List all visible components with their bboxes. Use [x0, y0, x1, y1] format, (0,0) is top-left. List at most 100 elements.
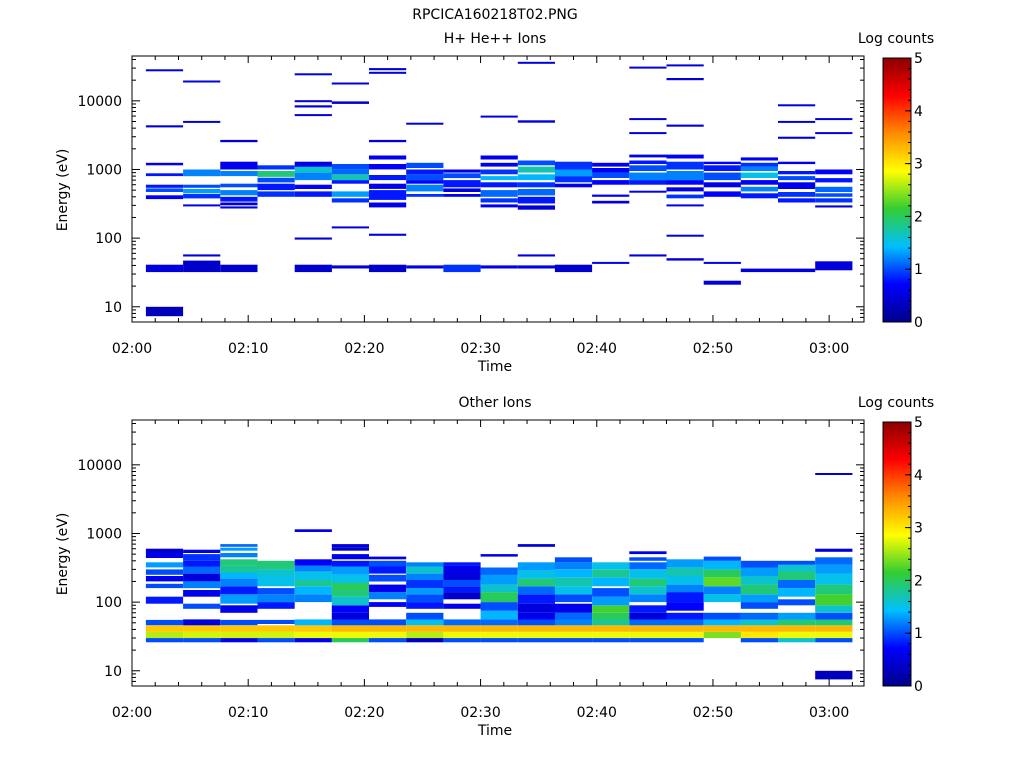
heatmap-cell: [815, 198, 853, 203]
heatmap-cell: [443, 631, 481, 639]
heatmap-cell: [592, 605, 630, 613]
heatmap-cell: [443, 603, 481, 609]
heatmap-cell: [666, 612, 704, 620]
heatmap-cell: [145, 562, 184, 568]
heatmap-cell: [740, 180, 778, 185]
heatmap-cell: [778, 104, 816, 107]
heatmap-cell: [406, 194, 444, 197]
heatmap-cell: [331, 583, 369, 590]
heatmap-cell: [703, 556, 741, 561]
heatmap-cell: [815, 169, 853, 175]
heatmap-cell: [480, 182, 518, 188]
heatmap-cell: [703, 261, 741, 264]
heatmap-cell: [294, 529, 332, 532]
heatmap-cell: [703, 594, 741, 603]
heatmap-cell: [220, 565, 258, 573]
heatmap-cell: [778, 198, 816, 203]
heatmap-cell: [517, 638, 555, 643]
heatmap-cell: [145, 184, 184, 188]
heatmap-cell: [220, 161, 258, 170]
heatmap-cell: [183, 573, 221, 582]
heatmap-cell: [592, 162, 630, 167]
heatmap-cell: [666, 638, 704, 643]
heatmap-cell: [629, 132, 667, 135]
colorbar-tick-label: 5: [914, 415, 923, 431]
heatmap-cell: [629, 254, 667, 257]
heatmap-cell: [183, 80, 221, 83]
heatmap-cell: [554, 264, 593, 273]
heatmap-cell: [592, 180, 630, 185]
x-tick-label: 02:20: [344, 705, 384, 721]
heatmap-cell: [517, 619, 555, 626]
heatmap-cell: [480, 592, 518, 603]
heatmap-cell: [815, 625, 853, 632]
y-tick-label: 10: [104, 664, 122, 680]
heatmap-cell: [740, 193, 778, 199]
heatmap-cell: [815, 193, 853, 197]
heatmap-cell: [629, 638, 667, 643]
heatmap-cell: [145, 306, 184, 317]
heatmap-cell: [294, 73, 332, 76]
heatmap-cell: [406, 174, 444, 181]
heatmap-cell: [145, 569, 184, 575]
heatmap-cell: [220, 202, 258, 206]
heatmap-cell: [331, 554, 369, 560]
heatmap-cell: [331, 191, 369, 197]
heatmap-cell: [406, 594, 444, 603]
heatmap-cell: [145, 619, 184, 626]
heatmap-cell: [666, 576, 704, 585]
heatmap-cell: [369, 625, 407, 632]
colorbar-tick-label: 3: [914, 157, 923, 173]
heatmap-cell: [183, 189, 221, 194]
x-tick-label: 03:00: [809, 341, 849, 357]
colorbar-tick-label: 1: [914, 262, 923, 278]
heatmap-cell: [629, 562, 667, 570]
heatmap-cell: [815, 631, 853, 639]
heatmap-cell: [554, 612, 593, 620]
heatmap-cell: [517, 254, 555, 257]
panel-other-ions: Other Ions Log counts Time Energy (eV) 0…: [55, 395, 934, 739]
heatmap-cell: [480, 610, 518, 620]
heatmap-cell: [629, 180, 667, 185]
heatmap-cell: [778, 625, 816, 632]
heatmap-cell: [406, 184, 444, 192]
heatmap-cell: [443, 194, 481, 197]
heatmap-cell: [331, 544, 369, 548]
heatmap-cell: [369, 71, 407, 74]
y-tick-label: 1000: [86, 526, 122, 542]
heatmap-cell: [294, 114, 332, 117]
heatmap-cell: [517, 189, 555, 196]
heatmap-cell: [331, 638, 369, 643]
heatmap-cell: [554, 638, 593, 643]
heatmap-cell: [369, 566, 407, 574]
heatmap-cell: [145, 631, 184, 639]
heatmap-cell: [145, 125, 184, 128]
heatmap-cell: [145, 69, 184, 72]
heatmap-cell: [554, 183, 593, 188]
heatmap-cell: [220, 544, 258, 547]
heatmap-cell: [369, 619, 407, 626]
heatmap-cell: [517, 562, 555, 571]
heatmap-cell: [257, 594, 295, 603]
heatmap-cell: [369, 139, 407, 143]
heatmap-cell: [294, 571, 332, 580]
heatmap-cell: [145, 553, 184, 558]
heatmap-cell: [183, 194, 221, 199]
heatmap-cell: [369, 190, 407, 200]
heatmap-cell: [331, 625, 369, 632]
heatmap-cell: [629, 165, 667, 171]
heatmap-cell: [592, 569, 630, 578]
heatmap-cell: [592, 612, 630, 620]
heatmap-cell: [554, 569, 593, 578]
heatmap-cell: [406, 631, 444, 639]
heatmap-cell: [517, 265, 555, 269]
heatmap-cell: [815, 178, 853, 183]
panel-title: H+ He++ Ions: [444, 31, 547, 47]
heatmap-cell: [294, 586, 332, 595]
colorbar-tick-label: 5: [914, 51, 923, 67]
heatmap-cell: [331, 560, 369, 567]
heatmap-cell: [629, 154, 667, 158]
y-axis-label: Energy (eV): [55, 513, 71, 596]
heatmap-cell: [145, 188, 184, 192]
heatmap-cell: [666, 194, 704, 199]
